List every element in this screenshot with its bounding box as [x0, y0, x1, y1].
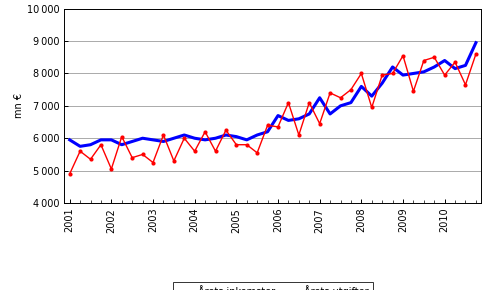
- Årets utgifter: [191, 149, 197, 153]
- Årets inkomster: [254, 133, 260, 137]
- Årets inkomster: [369, 95, 375, 98]
- Årets inkomster: [212, 137, 218, 140]
- Årets inkomster: [337, 104, 343, 108]
- Årets utgifter: [108, 167, 114, 171]
- Årets utgifter: [369, 106, 375, 109]
- Årets utgifter: [286, 101, 292, 104]
- Y-axis label: mn €: mn €: [14, 93, 24, 118]
- Årets inkomster: [275, 114, 281, 117]
- Årets inkomster: [244, 138, 249, 142]
- Årets utgifter: [119, 135, 125, 138]
- Årets inkomster: [431, 65, 437, 69]
- Årets utgifter: [88, 157, 94, 161]
- Årets inkomster: [129, 140, 135, 143]
- Årets inkomster: [421, 70, 427, 74]
- Årets utgifter: [275, 125, 281, 129]
- Årets inkomster: [358, 85, 364, 88]
- Line: Årets utgifter: Årets utgifter: [67, 52, 478, 176]
- Årets utgifter: [150, 161, 156, 164]
- Årets utgifter: [182, 137, 187, 140]
- Årets utgifter: [296, 133, 302, 137]
- Årets inkomster: [441, 59, 447, 62]
- Årets utgifter: [462, 83, 468, 86]
- Årets utgifter: [202, 130, 208, 133]
- Årets utgifter: [233, 143, 239, 146]
- Årets inkomster: [150, 138, 156, 142]
- Årets utgifter: [441, 73, 447, 77]
- Årets utgifter: [400, 54, 406, 57]
- Legend: Årets inkomster, Årets utgifter: Årets inkomster, Årets utgifter: [173, 282, 373, 290]
- Årets utgifter: [317, 122, 323, 125]
- Line: Årets inkomster: Årets inkomster: [69, 43, 476, 146]
- Årets inkomster: [348, 101, 354, 104]
- Årets utgifter: [348, 88, 354, 91]
- Årets utgifter: [337, 96, 343, 99]
- Årets utgifter: [265, 124, 271, 127]
- Årets inkomster: [66, 138, 73, 142]
- Årets utgifter: [379, 73, 385, 77]
- Årets utgifter: [140, 153, 146, 156]
- Årets inkomster: [379, 81, 385, 85]
- Årets inkomster: [411, 72, 417, 75]
- Årets utgifter: [411, 90, 417, 93]
- Årets inkomster: [307, 112, 312, 116]
- Årets utgifter: [66, 172, 73, 175]
- Årets inkomster: [171, 137, 177, 140]
- Årets utgifter: [161, 133, 167, 137]
- Årets inkomster: [233, 135, 239, 138]
- Årets inkomster: [390, 65, 396, 69]
- Årets utgifter: [254, 151, 260, 155]
- Årets inkomster: [191, 137, 197, 140]
- Årets utgifter: [129, 156, 135, 160]
- Årets inkomster: [223, 133, 229, 137]
- Årets inkomster: [462, 64, 468, 67]
- Årets inkomster: [182, 133, 187, 137]
- Årets inkomster: [98, 138, 104, 142]
- Årets inkomster: [327, 112, 333, 116]
- Årets utgifter: [244, 143, 249, 146]
- Årets inkomster: [317, 96, 323, 99]
- Årets inkomster: [119, 143, 125, 146]
- Årets inkomster: [452, 67, 458, 70]
- Årets inkomster: [400, 73, 406, 77]
- Årets inkomster: [265, 130, 271, 133]
- Årets utgifter: [421, 59, 427, 62]
- Årets utgifter: [98, 143, 104, 146]
- Årets inkomster: [161, 140, 167, 143]
- Årets utgifter: [212, 149, 218, 153]
- Årets inkomster: [473, 41, 479, 44]
- Årets inkomster: [108, 138, 114, 142]
- Årets utgifter: [307, 101, 312, 104]
- Årets utgifter: [473, 52, 479, 56]
- Årets utgifter: [171, 159, 177, 163]
- Årets utgifter: [358, 72, 364, 75]
- Årets inkomster: [202, 138, 208, 142]
- Årets utgifter: [77, 149, 83, 153]
- Årets inkomster: [140, 137, 146, 140]
- Årets inkomster: [88, 143, 94, 146]
- Årets utgifter: [390, 72, 396, 75]
- Årets inkomster: [77, 145, 83, 148]
- Årets utgifter: [223, 128, 229, 132]
- Årets utgifter: [327, 91, 333, 95]
- Årets inkomster: [286, 119, 292, 122]
- Årets utgifter: [431, 55, 437, 59]
- Årets utgifter: [452, 60, 458, 64]
- Årets inkomster: [296, 117, 302, 121]
